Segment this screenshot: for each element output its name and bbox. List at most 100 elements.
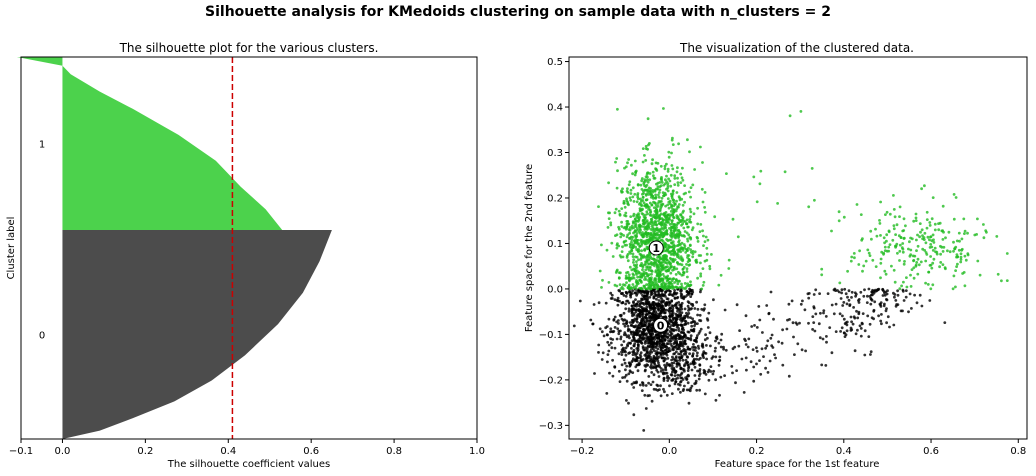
- data-point: [672, 357, 675, 361]
- data-point: [925, 253, 929, 256]
- data-point: [684, 286, 688, 289]
- data-point: [861, 237, 864, 241]
- data-point: [635, 380, 638, 384]
- data-point: [630, 249, 634, 253]
- data-point: [647, 193, 651, 196]
- data-point: [850, 255, 854, 259]
- data-point: [649, 348, 653, 351]
- data-point: [892, 194, 895, 197]
- data-point: [781, 328, 784, 332]
- data-point: [671, 167, 675, 171]
- data-point: [659, 184, 663, 188]
- data-point: [905, 276, 908, 279]
- data-point: [625, 379, 629, 383]
- data-point: [898, 215, 901, 219]
- data-point: [976, 259, 980, 263]
- data-point: [674, 356, 678, 360]
- data-point: [954, 196, 958, 199]
- data-point: [643, 248, 646, 252]
- data-point: [669, 173, 673, 177]
- data-point: [655, 274, 659, 278]
- data-point: [911, 254, 915, 258]
- data-point: [644, 206, 648, 209]
- data-point: [607, 217, 611, 221]
- data-point: [668, 340, 672, 343]
- data-point: [928, 299, 932, 302]
- data-point: [657, 219, 660, 223]
- data-point: [916, 233, 919, 237]
- data-point: [640, 389, 644, 392]
- data-point: [735, 303, 739, 307]
- data-point: [665, 174, 668, 178]
- data-point: [677, 203, 681, 206]
- cluster-label-1: 1: [39, 140, 45, 151]
- data-point: [851, 322, 855, 326]
- data-point: [708, 267, 712, 271]
- data-point: [617, 332, 621, 336]
- data-point: [839, 330, 842, 333]
- data-point: [653, 201, 656, 205]
- data-point: [678, 374, 682, 377]
- scatter-x-label: Feature space for the 1st feature: [715, 459, 880, 470]
- data-point: [783, 170, 787, 174]
- data-point: [798, 321, 801, 325]
- data-point: [631, 186, 635, 190]
- data-point: [843, 335, 847, 338]
- data-point: [698, 319, 701, 322]
- data-point: [664, 226, 668, 230]
- data-point: [652, 373, 656, 377]
- scatter-plot-area: 01: [572, 107, 1009, 432]
- data-point: [648, 350, 652, 354]
- data-point: [661, 346, 665, 350]
- data-point: [976, 217, 979, 221]
- data-point: [597, 301, 601, 305]
- data-point: [947, 230, 951, 234]
- data-point: [744, 314, 748, 318]
- data-point: [666, 197, 670, 201]
- data-point: [629, 324, 633, 327]
- data-point: [644, 262, 647, 266]
- data-point: [688, 218, 692, 221]
- data-point: [679, 331, 683, 334]
- data-point: [689, 362, 693, 366]
- data-point: [645, 319, 649, 322]
- data-point: [644, 213, 647, 217]
- data-point: [867, 335, 871, 338]
- data-point: [664, 302, 668, 306]
- data-point: [766, 371, 770, 374]
- data-point: [685, 378, 688, 381]
- data-point: [668, 256, 672, 260]
- data-point: [634, 245, 637, 249]
- data-point: [645, 210, 649, 214]
- data-point: [886, 315, 890, 319]
- data-point: [638, 311, 642, 315]
- data-point: [680, 285, 684, 288]
- data-point: [628, 265, 632, 269]
- data-point: [591, 322, 595, 326]
- data-point: [638, 207, 642, 211]
- data-point: [687, 309, 690, 312]
- data-point: [925, 210, 929, 214]
- data-point: [943, 266, 947, 269]
- data-point: [691, 183, 695, 187]
- data-point: [869, 302, 873, 306]
- data-point: [883, 241, 886, 245]
- data-point: [658, 272, 662, 276]
- data-point: [637, 212, 640, 216]
- silhouette-plot-frame: [20, 56, 478, 440]
- data-point: [928, 224, 932, 227]
- data-point: [635, 232, 639, 235]
- data-point: [902, 236, 906, 240]
- data-point: [663, 311, 667, 315]
- data-point: [696, 307, 700, 311]
- data-point: [755, 326, 759, 329]
- data-point: [659, 305, 662, 308]
- data-point: [743, 337, 746, 341]
- data-point: [671, 136, 674, 140]
- data-point: [652, 341, 655, 345]
- data-point: [930, 217, 934, 221]
- scatter-y-label: Feature space for the 2nd feature: [524, 164, 535, 332]
- data-point: [669, 277, 672, 281]
- data-point: [634, 255, 637, 259]
- data-point: [600, 358, 604, 361]
